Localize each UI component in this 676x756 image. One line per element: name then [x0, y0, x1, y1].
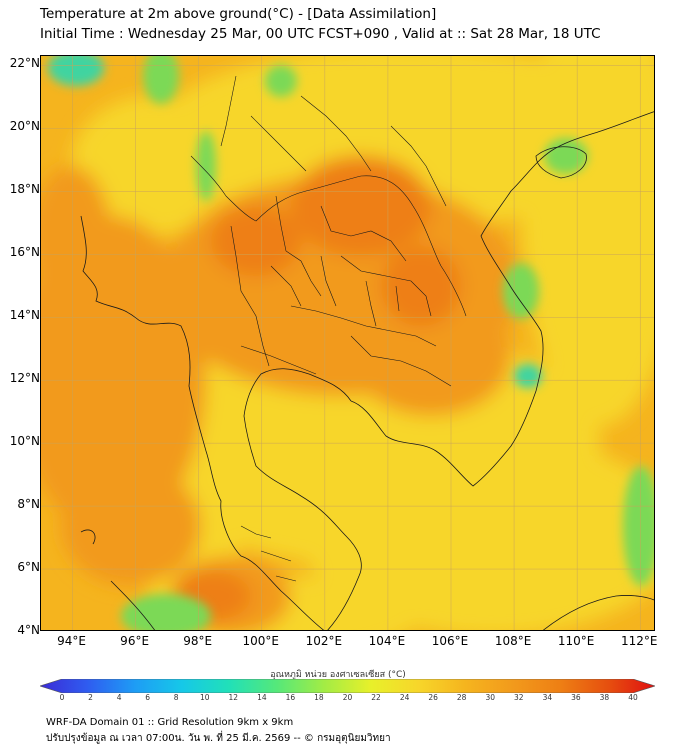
longitude-label: 112°E — [620, 634, 658, 648]
colorbar-tick-label: 30 — [485, 693, 496, 702]
temperature-map — [41, 56, 654, 630]
province-borders — [190, 75, 467, 582]
longitude-label: 94°E — [57, 634, 86, 648]
latitude-label: 10°N — [9, 434, 40, 449]
longitude-label: 108°E — [494, 634, 532, 648]
longitude-label: 98°E — [183, 634, 213, 648]
latitude-label: 16°N — [9, 245, 40, 260]
longitude-label: 100°E — [242, 634, 280, 648]
colorbar-tick-label: 28 — [456, 693, 467, 702]
yellow-patch — [71, 96, 231, 236]
cyan-green-patch — [514, 364, 542, 388]
colorbar-tick-label: 4 — [116, 693, 122, 702]
colorbar-tick-label: 20 — [342, 693, 353, 702]
footer-update-info: ปรับปรุงข้อมูล ณ เวลา 07:00น. วัน พ. ที่… — [46, 733, 391, 744]
green-patch — [121, 594, 211, 630]
latitude-label: 6°N — [17, 560, 40, 575]
green-patch — [143, 56, 179, 104]
colorbar-tick-label: 14 — [257, 693, 267, 702]
green-patch — [623, 466, 654, 586]
latitude-label: 14°N — [9, 308, 40, 323]
latitude-label: 12°N — [9, 371, 40, 386]
deep-orange-patch — [381, 246, 461, 326]
deep-orange-patch — [211, 206, 301, 276]
green-patch — [503, 263, 539, 319]
temperature-patches-fine — [48, 56, 654, 630]
chart-title: Temperature at 2m above ground(°C) - [Da… — [40, 6, 437, 22]
latitude-label: 4°N — [17, 623, 40, 637]
green-patch — [265, 65, 297, 97]
chart-subtitle: Initial Time : Wednesday 25 Mar, 00 UTC … — [40, 26, 601, 42]
longitude-label: 104°E — [368, 634, 406, 648]
cyan-green-patch — [48, 56, 104, 86]
colorbar-tick-label: 22 — [371, 693, 381, 702]
orange-patch — [351, 296, 511, 416]
coastlines-and-borders — [80, 111, 654, 630]
yellow-patch — [301, 436, 654, 630]
map-panel — [40, 55, 655, 631]
colorbar-tick-label: 32 — [514, 693, 524, 702]
footer-domain-info: WRF-DA Domain 01 :: Grid Resolution 9km … — [46, 717, 294, 728]
longitude-label: 110°E — [557, 634, 595, 648]
colorbar-tick-label: 10 — [199, 693, 210, 702]
colorbar-tick-label: 24 — [399, 693, 410, 702]
latitude-label: 18°N — [9, 182, 40, 197]
orange-patch — [41, 166, 111, 306]
colorbar-tick-label: 36 — [571, 693, 581, 702]
green-patch — [196, 131, 216, 201]
colorbar — [40, 679, 655, 693]
longitude-label: 96°E — [120, 634, 150, 648]
colorbar-tick-label: 0 — [59, 693, 65, 702]
orange-patch — [61, 466, 201, 586]
colorbar-tick-label: 40 — [628, 693, 638, 702]
latitude-label: 20°N — [9, 119, 40, 134]
latitude-label: 8°N — [17, 497, 40, 512]
colorbar-tick-label: 34 — [542, 693, 553, 702]
longitude-label: 106°E — [431, 634, 469, 648]
colorbar-title: อุณหภูมิ หน่วย องศาเซลเซียส (°C) — [270, 670, 406, 680]
latitude-label: 22°N — [9, 56, 40, 71]
deep-orange-patch — [291, 156, 431, 256]
colorbar-tick-label: 16 — [285, 693, 296, 702]
longitude-label: 102°E — [305, 634, 343, 648]
colorbar-tick-label: 26 — [428, 693, 438, 702]
colorbar-tick-label: 18 — [314, 693, 324, 702]
graticule — [41, 56, 654, 630]
colorbar-tick-label: 2 — [88, 693, 93, 702]
colorbar-tick-label: 38 — [599, 693, 610, 702]
colorbar-tick-label: 6 — [145, 693, 151, 702]
colorbar-tick-label: 8 — [173, 693, 179, 702]
colorbar-tick-label: 12 — [228, 693, 239, 702]
